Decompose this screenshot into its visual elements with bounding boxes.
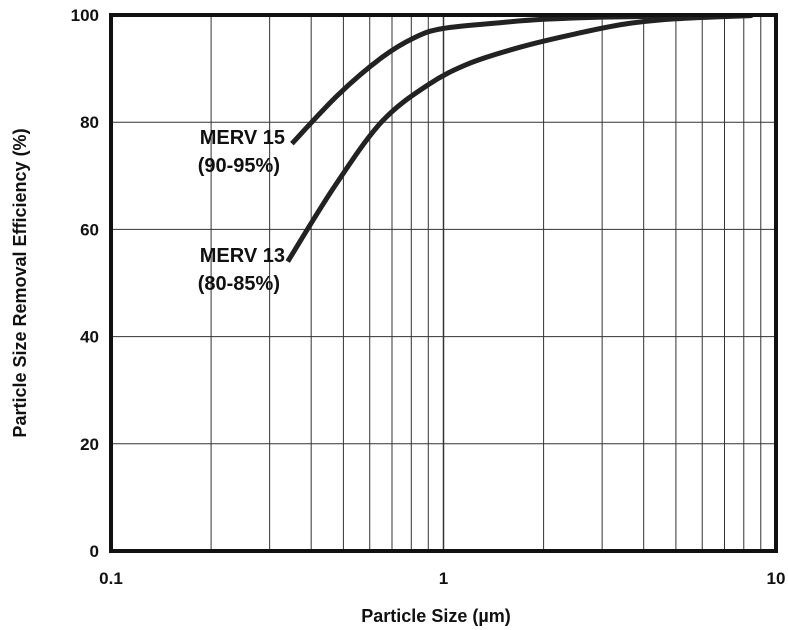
series-lines <box>285 13 753 263</box>
y-tick-label-100: 100 <box>71 6 99 25</box>
merv13-label: MERV 13 <box>200 245 285 267</box>
x-tick-label-0-1: 0.1 <box>99 569 123 588</box>
merv13-range-label: (80-85%) <box>198 273 280 295</box>
plot-frame <box>109 13 778 553</box>
y-tick-label-0: 0 <box>90 542 99 561</box>
y-tick-label-40: 40 <box>80 328 99 347</box>
merv13-line <box>285 13 753 263</box>
y-axis-title: Particle Size Removal Efficiency (%) <box>10 128 30 437</box>
x-tick-label-1: 1 <box>439 569 448 588</box>
merv15-label: MERV 15 <box>200 127 285 149</box>
y-tick-label-20: 20 <box>80 435 99 454</box>
x-axis-title: Particle Size (µm) <box>361 606 510 626</box>
x-tick-label-10: 10 <box>767 569 786 588</box>
merv15-range-label: (90-95%) <box>198 155 280 177</box>
y-tick-label-80: 80 <box>80 113 99 132</box>
merv15-line <box>290 13 753 146</box>
vertical-gridlines <box>210 15 762 551</box>
horizontal-gridlines <box>111 121 776 445</box>
y-tick-label-60: 60 <box>80 220 99 239</box>
